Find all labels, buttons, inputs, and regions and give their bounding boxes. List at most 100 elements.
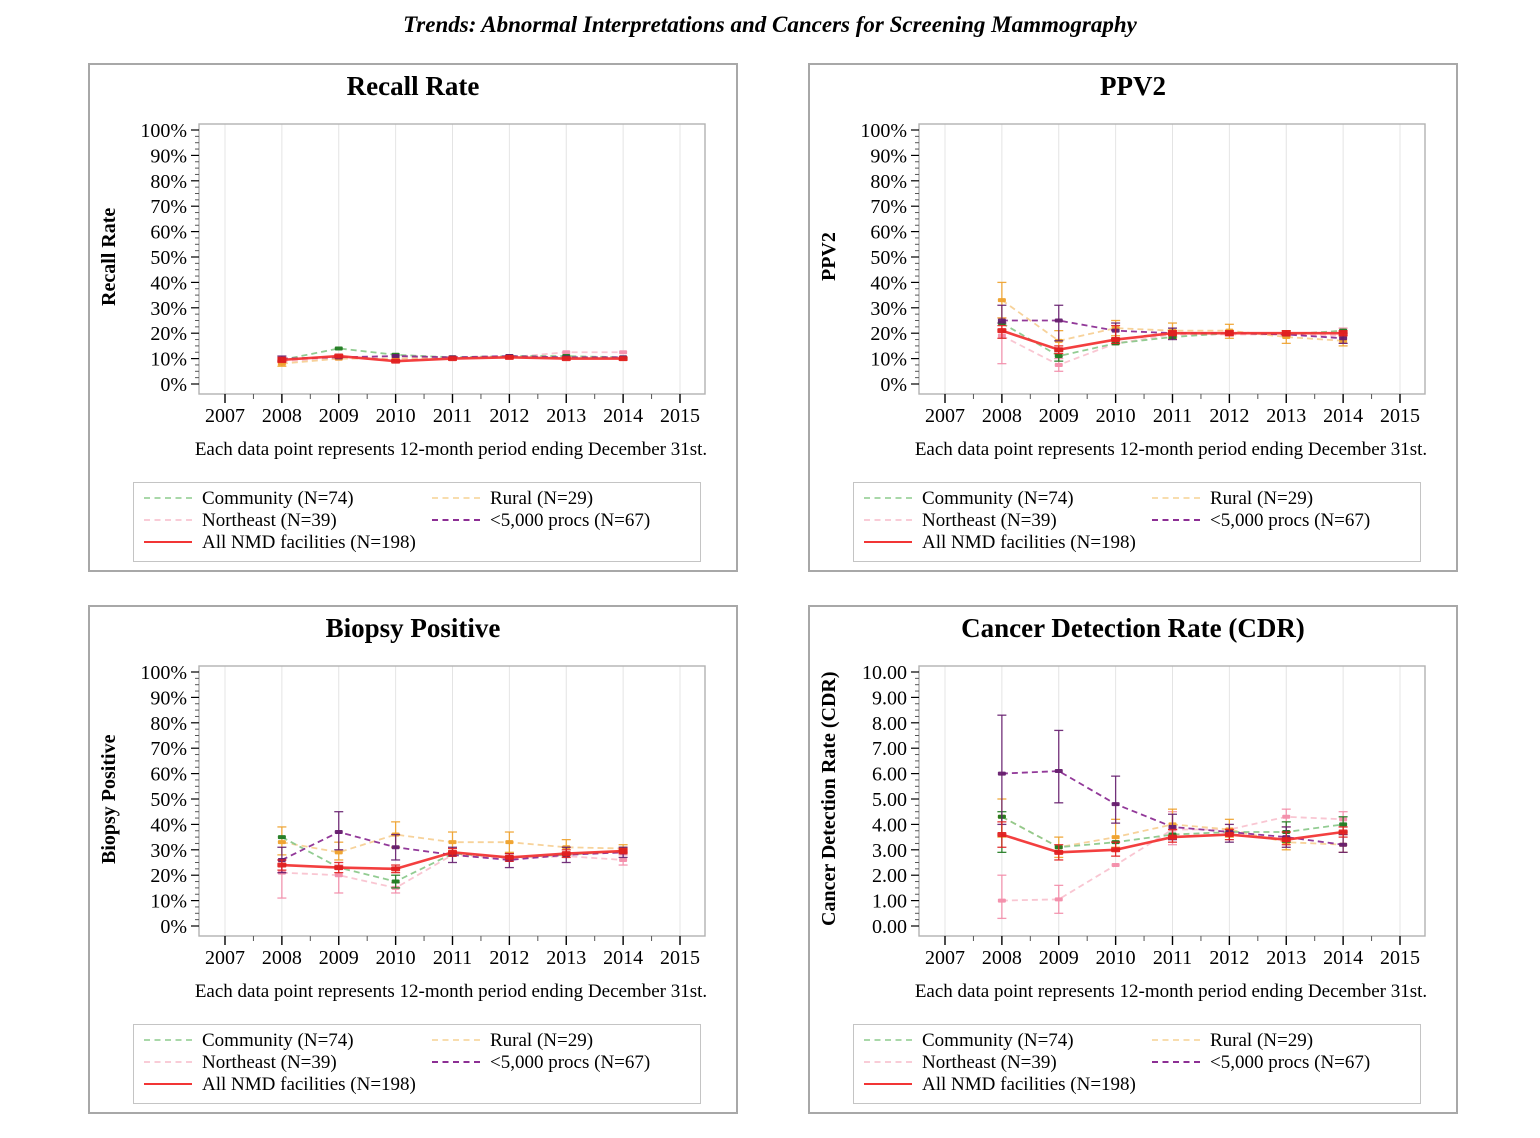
- data-point-marker: [334, 873, 343, 878]
- y-tick-label: 0.00: [872, 916, 907, 938]
- legend-label-rural: Rural (N=29): [1210, 1030, 1314, 1051]
- procs-line-swatch: [432, 1061, 480, 1063]
- y-tick-label: 4.00: [872, 814, 907, 836]
- legend-label-procs: <5,000 procs (N=67): [490, 510, 651, 531]
- x-tick-label: 2012: [489, 405, 529, 427]
- x-tick-label: 2007: [205, 405, 245, 427]
- northeast-line-swatch: [144, 1061, 192, 1063]
- y-tick-label: 90%: [150, 145, 187, 167]
- cdr-chart: 0.00 1.00 2.00 3.00 4.00 5.00 6.00 7.00 8.00 9.00…: [862, 662, 1426, 969]
- data-point-marker: [334, 865, 344, 871]
- data-point-marker: [277, 357, 287, 363]
- y-tick-label: 10%: [150, 891, 187, 913]
- y-tick-label: 5.00: [872, 789, 907, 811]
- cdr-panel: Cancer Detection Rate (CDR) Cancer Detec…: [808, 605, 1458, 1114]
- community-line-swatch: [864, 497, 912, 499]
- y-tick-label: 80%: [870, 171, 907, 193]
- biopsy-positive-legend: Community (N=74) Northeast (N=39) All NM…: [133, 1024, 701, 1104]
- y-tick-label: 1.00: [872, 891, 907, 913]
- y-tick-label: 90%: [150, 687, 187, 709]
- y-tick-label: 100%: [860, 120, 907, 142]
- data-point-marker: [1054, 362, 1063, 367]
- data-point-marker: [391, 358, 401, 364]
- data-point-marker: [334, 850, 343, 855]
- series-all: [277, 847, 628, 874]
- y-tick-label: 30%: [150, 298, 187, 320]
- community-line-swatch: [144, 497, 192, 499]
- all-nmd-line-swatch: [144, 1083, 192, 1085]
- data-point-marker: [1111, 337, 1121, 343]
- y-tick-label: 40%: [870, 272, 907, 294]
- northeast-line-swatch: [144, 519, 192, 521]
- legend-label-procs: <5,000 procs (N=67): [1210, 1052, 1371, 1073]
- data-point-marker: [448, 849, 457, 855]
- legend-label-all-nmd: All NMD facilities (N=198): [202, 1074, 416, 1095]
- page-title: Trends: Abnormal Interpretations and Can…: [403, 12, 1137, 37]
- data-point-marker: [997, 771, 1006, 776]
- community-line-swatch: [144, 1039, 192, 1041]
- x-tick-label: 2009: [319, 947, 359, 969]
- x-tick-label: 2007: [205, 947, 245, 969]
- data-point-marker: [1168, 834, 1177, 840]
- rural-line-swatch: [1152, 497, 1200, 499]
- data-point-marker: [505, 840, 514, 845]
- x-tick-label: 2011: [433, 405, 472, 427]
- data-point-marker: [277, 835, 286, 840]
- series-all: [997, 821, 1348, 861]
- x-tick-label: 2007: [925, 405, 965, 427]
- x-tick-label: 2013: [546, 947, 586, 969]
- data-point-marker: [1111, 863, 1120, 868]
- x-tick-label: 2012: [489, 947, 529, 969]
- data-point-marker: [618, 848, 628, 854]
- y-tick-label: 8.00: [872, 713, 907, 735]
- rural-line-swatch: [432, 1039, 480, 1041]
- x-tick-label: 2013: [1266, 947, 1306, 969]
- legend-label-community: Community (N=74): [922, 1030, 1074, 1051]
- biopsy-positive-panel: Biopsy Positive Biopsy Positive 0% 10% 20%…: [88, 605, 738, 1114]
- data-point-marker: [391, 354, 400, 359]
- data-point-marker: [561, 356, 571, 362]
- recall-rate-caption: Each data point represents 12-month peri…: [194, 439, 708, 460]
- data-point-marker: [504, 854, 514, 860]
- series-all: [997, 324, 1348, 355]
- cdr-caption: Each data point represents 12-month peri…: [914, 981, 1428, 1002]
- data-point-marker: [561, 851, 571, 857]
- legend-label-rural: Rural (N=29): [490, 488, 594, 509]
- legend-label-community: Community (N=74): [202, 488, 354, 509]
- x-tick-label: 2010: [1096, 947, 1136, 969]
- data-point-marker: [391, 879, 400, 884]
- data-point-marker: [1054, 769, 1063, 774]
- data-point-marker: [1054, 897, 1063, 902]
- y-tick-label: 0%: [160, 374, 187, 396]
- procs-line-swatch: [1152, 519, 1200, 521]
- y-tick-label: 6.00: [872, 764, 907, 786]
- data-point-marker: [619, 350, 628, 355]
- all-nmd-line-swatch: [864, 1083, 912, 1085]
- x-tick-label: 2015: [660, 947, 700, 969]
- rural-line-swatch: [432, 497, 480, 499]
- x-tick-label: 2007: [925, 947, 965, 969]
- x-tick-label: 2014: [1323, 405, 1363, 427]
- x-tick-label: 2012: [1209, 947, 1249, 969]
- x-tick-label: 2008: [982, 947, 1022, 969]
- legend-label-all-nmd: All NMD facilities (N=198): [922, 532, 1136, 553]
- procs-line-swatch: [1152, 1061, 1200, 1063]
- ppv2-panel: PPV2 PPV2 0% 10% 20% 30% 40% 50% 60% 70% 80% 90% 1…: [808, 63, 1458, 572]
- data-point-marker: [1281, 330, 1291, 336]
- data-point-marker: [334, 353, 344, 359]
- y-tick-label: 0%: [880, 374, 907, 396]
- y-tick-label: 3.00: [872, 840, 907, 862]
- x-tick-label: 2009: [1039, 405, 1079, 427]
- legend-label-northeast: Northeast (N=39): [202, 510, 337, 531]
- x-tick-label: 2014: [603, 947, 643, 969]
- biopsy-positive-caption: Each data point represents 12-month peri…: [194, 981, 708, 1002]
- data-point-marker: [334, 830, 343, 835]
- y-tick-label: 2.00: [872, 865, 907, 887]
- recall-rate-legend: Community (N=74) Northeast (N=39) All NM…: [133, 482, 701, 562]
- y-tick-label: 80%: [150, 171, 187, 193]
- y-tick-label: 10%: [150, 349, 187, 371]
- data-point-marker: [1111, 835, 1120, 840]
- data-point-marker: [448, 356, 457, 362]
- y-tick-label: 90%: [870, 145, 907, 167]
- series-all: [277, 353, 628, 364]
